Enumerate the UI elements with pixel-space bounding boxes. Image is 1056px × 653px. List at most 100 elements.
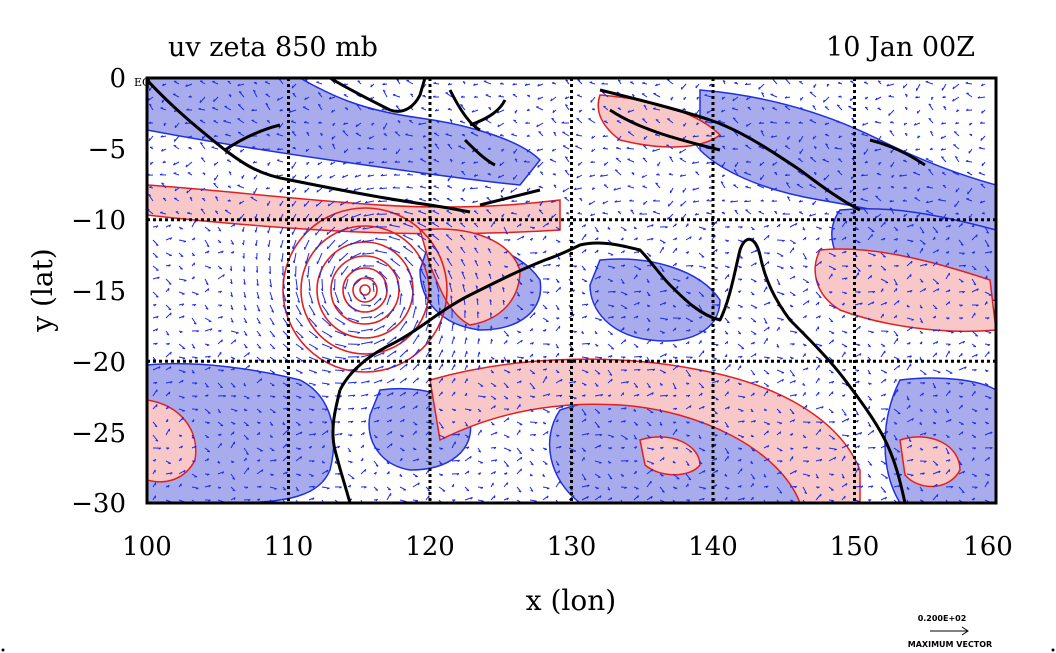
wind-vector-head	[834, 187, 837, 190]
wind-vector	[789, 485, 797, 488]
wind-vector	[581, 473, 587, 481]
wind-vector-head	[924, 263, 928, 267]
wind-vector-head	[530, 280, 533, 282]
wind-vector	[399, 391, 406, 397]
wind-vector-head	[624, 369, 628, 372]
wind-vector-head	[806, 288, 809, 292]
wind-vector-head	[320, 288, 324, 292]
wind-vector	[906, 273, 912, 280]
wind-vector	[404, 257, 414, 267]
wind-vector-head	[331, 109, 334, 113]
wind-vector-head	[884, 496, 888, 500]
wind-vector-head	[857, 380, 860, 384]
wind-vector-head	[653, 210, 656, 213]
wind-vector-head	[634, 460, 638, 463]
wind-vector-head	[409, 280, 412, 283]
wind-vector-head	[624, 487, 627, 489]
wind-vector-head	[227, 199, 231, 202]
wind-vector	[655, 182, 661, 189]
wind-vector-head	[770, 188, 773, 191]
wind-vector-head	[506, 465, 509, 467]
wind-vector	[269, 330, 276, 338]
wind-vector	[551, 118, 557, 124]
wind-vector-head	[161, 83, 165, 87]
wind-vector-head	[665, 394, 669, 398]
wind-vector	[291, 161, 297, 169]
wind-vector-head	[734, 81, 737, 84]
wind-vector-head	[871, 331, 874, 334]
wind-vector-head	[988, 457, 990, 460]
wind-vector	[776, 278, 781, 286]
wind-vector-head	[405, 133, 408, 136]
wind-vector-head	[986, 269, 990, 272]
wind-vector	[932, 226, 939, 233]
wind-vector-head	[432, 257, 436, 260]
wind-vector-head	[572, 495, 575, 498]
wind-vector-head	[352, 201, 355, 205]
wind-vector-head	[817, 486, 820, 489]
wind-vector	[945, 330, 954, 333]
wind-vector	[365, 200, 375, 204]
wind-vector	[152, 252, 159, 258]
wind-vector	[906, 363, 912, 371]
wind-vector-head	[258, 359, 262, 362]
wind-vector-head	[616, 91, 620, 94]
wind-vector	[659, 353, 667, 358]
wind-vector-head	[287, 429, 290, 432]
wind-vector-head	[228, 94, 232, 96]
wind-vector	[724, 421, 730, 428]
wind-vector	[588, 118, 596, 124]
wind-vector-head	[460, 258, 464, 262]
wind-vector-head	[375, 499, 379, 502]
wind-vector	[627, 109, 635, 113]
wind-vector-head	[327, 203, 330, 207]
wind-vector-head	[531, 304, 535, 307]
wind-vector-head	[205, 282, 209, 286]
x-tick-label: 100	[122, 532, 172, 562]
wind-vector-head	[758, 86, 760, 90]
wind-vector	[789, 330, 798, 333]
wind-vector-head	[890, 121, 893, 123]
wind-vector	[828, 456, 837, 462]
wind-vector	[679, 157, 687, 163]
wind-vector-head	[833, 237, 837, 241]
wind-vector	[308, 291, 314, 304]
wind-vector-head	[936, 341, 939, 344]
wind-vector-head	[906, 306, 910, 308]
wind-vector-head	[874, 120, 878, 123]
wind-vector-head	[784, 173, 788, 176]
wind-vector-head	[895, 283, 898, 286]
wind-vector-head	[985, 370, 989, 372]
wind-vector-head	[215, 196, 218, 199]
wind-vector-head	[562, 189, 565, 193]
wind-vector-head	[245, 486, 249, 489]
wind-vector	[984, 395, 992, 399]
wind-vector	[550, 96, 557, 102]
wind-vector	[445, 133, 453, 137]
wind-vector-head	[844, 250, 847, 254]
wind-vector-head	[936, 282, 939, 285]
wind-vector-head	[659, 437, 663, 440]
wind-vector-head	[312, 313, 316, 316]
wind-vector	[280, 226, 284, 235]
wind-vector-head	[850, 176, 853, 180]
wind-vector-head	[952, 86, 955, 90]
wind-vector	[308, 317, 318, 327]
wind-vector-head	[366, 187, 369, 191]
wind-vector	[269, 459, 277, 462]
wind-vector-head	[643, 104, 647, 107]
wind-vector-head	[604, 184, 607, 186]
wind-vector-head	[326, 246, 329, 249]
wind-vector-head	[960, 396, 963, 398]
wind-vector-head	[551, 117, 555, 120]
wind-vector-head	[740, 257, 743, 259]
wind-vector-head	[831, 391, 834, 395]
wind-vector-head	[461, 271, 465, 274]
wind-vector-head	[654, 133, 658, 136]
wind-vector-head	[469, 456, 472, 459]
wind-vector	[386, 492, 392, 501]
wind-vector-head	[417, 363, 420, 367]
wind-vector-head	[778, 224, 781, 227]
wind-vector	[880, 221, 886, 228]
wind-vector-head	[338, 230, 341, 234]
